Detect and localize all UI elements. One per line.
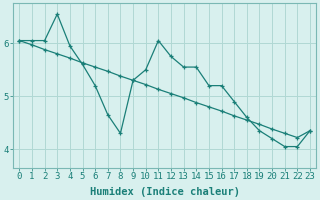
X-axis label: Humidex (Indice chaleur): Humidex (Indice chaleur) (90, 186, 240, 197)
